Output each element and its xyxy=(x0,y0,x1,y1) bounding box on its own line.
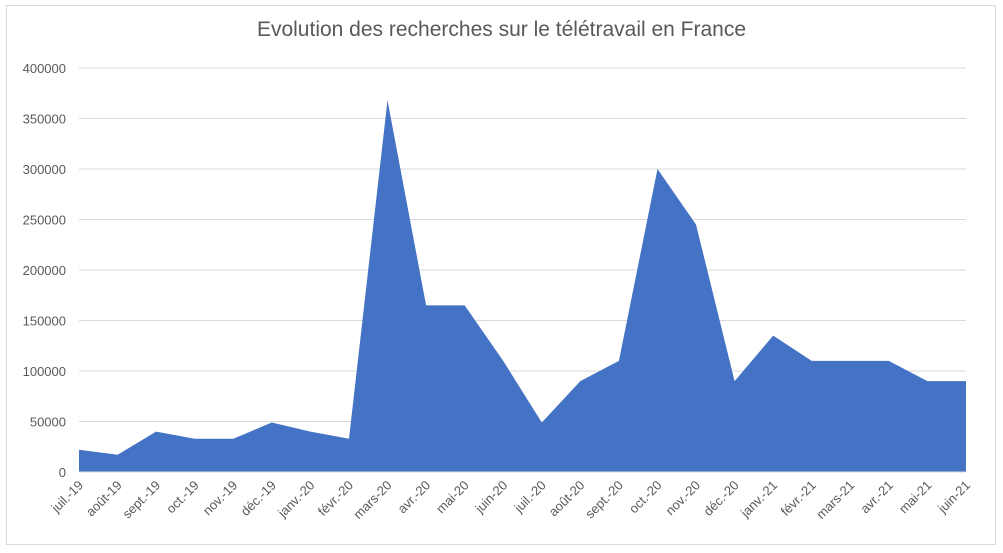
x-tick-label: sept.-20 xyxy=(582,478,626,522)
x-tick-label: déc.-20 xyxy=(700,478,741,519)
x-tick-label: avr.-21 xyxy=(857,478,896,517)
y-tick-label: 50000 xyxy=(30,415,66,430)
y-tick-label: 100000 xyxy=(23,364,66,379)
x-tick-label: nov.-19 xyxy=(200,478,241,519)
area-series xyxy=(79,100,966,473)
y-tick-label: 0 xyxy=(59,465,66,480)
x-tick-label: juil.-19 xyxy=(48,478,86,516)
x-tick-label: févr.-21 xyxy=(778,478,819,519)
x-tick-label: janv.-21 xyxy=(737,478,780,521)
x-tick-label: juil.-20 xyxy=(511,478,549,516)
x-tick-label: mai-21 xyxy=(896,478,935,517)
x-tick-label: déc.-19 xyxy=(238,478,279,519)
x-tick-label: juin-21 xyxy=(934,478,973,517)
x-tick-label: mars-20 xyxy=(350,478,394,522)
x-tick-label: mars-21 xyxy=(813,478,857,522)
y-tick-label: 150000 xyxy=(23,314,66,329)
y-tick-label: 200000 xyxy=(23,263,66,278)
y-tick-label: 300000 xyxy=(23,162,66,177)
x-tick-label: nov.-20 xyxy=(663,478,704,519)
series-area xyxy=(79,100,966,473)
x-tick-label: juin-20 xyxy=(471,478,510,517)
x-tick-label: août-20 xyxy=(546,478,588,520)
chart-title: Evolution des recherches sur le télétrav… xyxy=(256,18,747,41)
x-tick-label: janv.-20 xyxy=(274,478,317,521)
y-tick-label: 400000 xyxy=(23,61,66,76)
x-tick-label: mai-20 xyxy=(433,478,472,517)
gridlines xyxy=(79,67,966,473)
y-tick-label: 250000 xyxy=(23,213,66,228)
y-tick-label: 350000 xyxy=(23,112,66,127)
x-tick-label: sept.-19 xyxy=(119,478,163,522)
x-tick-label: août-19 xyxy=(83,478,125,520)
x-tick-label: avr.-20 xyxy=(394,478,433,517)
x-tick-label: févr.-20 xyxy=(315,478,356,519)
x-tick-label: oct.-20 xyxy=(626,478,665,517)
y-axis-ticks: 0 50000 100000 150000 200000 250000 300000 3500… xyxy=(23,61,66,480)
x-tick-label: oct.-19 xyxy=(163,478,202,517)
